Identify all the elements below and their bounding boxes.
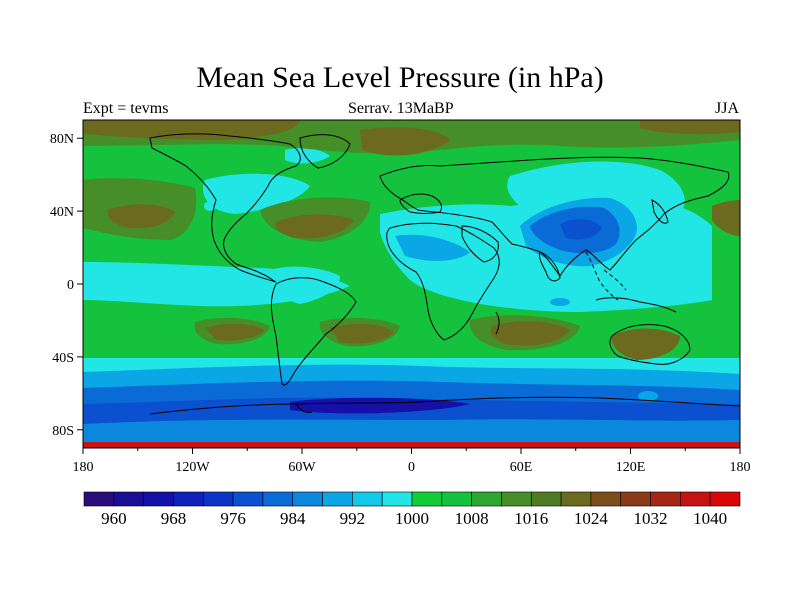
- x-tick-label: 120E: [616, 460, 646, 475]
- coast-australia: [609, 323, 691, 365]
- fill-ant-coast: [83, 419, 740, 442]
- coast-indonesia: [595, 297, 677, 313]
- experiment-label: Expt = tevms: [83, 100, 169, 117]
- fill-arctic-high-far: [640, 120, 740, 135]
- coast-europe: [399, 193, 443, 214]
- colorbar-swatch: [232, 491, 264, 507]
- y-tick-label: 0: [67, 278, 74, 293]
- fill-s-pac-high: [205, 323, 265, 341]
- colorbar-label: 1040: [693, 509, 727, 528]
- colorbar-swatch: [202, 491, 234, 507]
- colorbar-label: 1008: [455, 509, 489, 528]
- colorbar-label: 1016: [514, 509, 548, 528]
- coast-se-asia: [585, 251, 627, 301]
- colorbar-swatch: [352, 491, 383, 507]
- fill-cyan-bit-1: [204, 201, 216, 211]
- season-label: JJA: [715, 100, 740, 117]
- colorbar-swatch: [620, 491, 651, 507]
- coast-greenland: [299, 134, 351, 169]
- coast-india: [539, 251, 561, 282]
- fill-arctic-high-w: [83, 120, 300, 140]
- x-tick-label: 120W: [175, 460, 210, 475]
- coastline-layer: [149, 133, 740, 415]
- coast-africa: [386, 222, 500, 341]
- fill-arctic-cyan: [285, 148, 330, 164]
- fill-arabia-cyan: [395, 234, 470, 261]
- colorbar-swatch: [650, 491, 681, 507]
- colorbar: 960 968 976 984 992 1000 1008 1016 1024 1032 1040: [83, 491, 741, 528]
- x-axis: 180 120W 60W 0 60E 120E 180: [73, 448, 751, 475]
- colorbar-swatch: [322, 491, 353, 507]
- colorbar-swatch: [471, 491, 502, 507]
- fill-ant-high: [83, 442, 740, 448]
- colorbar-swatch: [381, 491, 413, 507]
- colorbar-swatch: [262, 491, 294, 507]
- colorbar-swatch: [143, 491, 174, 507]
- colorbar-swatch: [113, 491, 144, 507]
- colorbar-swatch: [590, 491, 622, 507]
- coast-japan: [651, 199, 669, 224]
- colorbar-swatch: [560, 491, 592, 507]
- fill-n-eurasia: [507, 161, 685, 210]
- y-axis: 80N 40N 0 40S 80S: [50, 132, 83, 439]
- colorbar-label: 968: [161, 509, 187, 528]
- colorbar-label: 1032: [634, 509, 668, 528]
- coast-madagascar: [495, 311, 500, 335]
- colorbar-swatch: [530, 491, 562, 507]
- y-tick-label: 40S: [52, 351, 74, 366]
- x-tick-label: 180: [73, 460, 94, 475]
- fill-cyan-bit-2: [550, 298, 570, 306]
- x-tick-label: 0: [408, 460, 415, 475]
- colorbar-swatch: [292, 491, 323, 507]
- colorbar-swatch: [709, 491, 741, 507]
- colorbar-label: 1000: [395, 509, 429, 528]
- x-tick-label: 60E: [510, 460, 533, 475]
- fill-n-america: [203, 173, 310, 214]
- chart-title: Mean Sea Level Pressure (in hPa): [196, 61, 604, 94]
- x-tick-label: 60W: [288, 460, 316, 475]
- colorbar-label: 992: [340, 509, 366, 528]
- fill-s-atl-high: [330, 323, 394, 344]
- colorbar-swatch: [83, 491, 115, 507]
- coast-eurasia: [379, 156, 730, 277]
- coast-antarctica: [149, 396, 740, 415]
- colorbar-label: 976: [220, 509, 246, 528]
- fill-australia: [611, 328, 680, 360]
- colorbar-swatch: [441, 491, 472, 507]
- coast-south-america: [270, 277, 357, 386]
- fill-sa-cyan: [270, 266, 340, 304]
- fill-cyan-bit-3: [638, 391, 658, 401]
- coast-arabia: [461, 225, 499, 263]
- colorbar-swatch: [173, 491, 204, 507]
- fill-s-ind-high: [490, 321, 570, 346]
- colorbar-swatch: [411, 491, 443, 507]
- fill-n-pac-high: [107, 204, 175, 229]
- fill-ne-pac-high: [712, 200, 740, 236]
- colorbar-label: 984: [280, 509, 306, 528]
- y-tick-label: 80N: [50, 132, 74, 147]
- colorbar-label: 960: [101, 509, 127, 528]
- fill-n-atl-high: [275, 214, 354, 239]
- y-tick-label: 80S: [52, 424, 74, 439]
- fill-monsoon-core: [560, 219, 602, 240]
- y-tick-label: 40N: [50, 205, 74, 220]
- contour-fill-layer: [83, 120, 740, 448]
- x-tick-label: 180: [730, 460, 751, 475]
- colorbar-swatch: [680, 491, 711, 507]
- period-label: Serrav. 13MaBP: [348, 100, 454, 117]
- fill-arctic-high-e: [360, 127, 450, 156]
- coast-north-america: [149, 133, 301, 283]
- colorbar-label: 1024: [574, 509, 609, 528]
- colorbar-swatch: [501, 491, 532, 507]
